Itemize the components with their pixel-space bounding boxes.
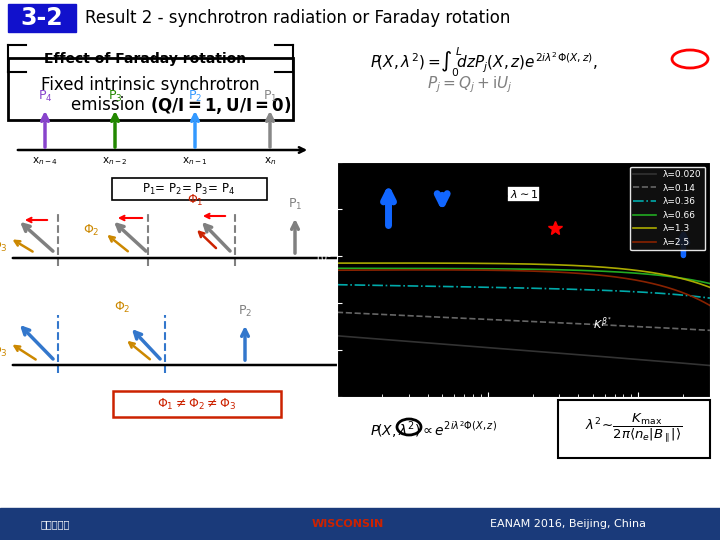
- λ=1.3: [706, 284, 714, 291]
- Text: Fixed intrinsic synchrotron: Fixed intrinsic synchrotron: [41, 76, 259, 94]
- λ=0.66: [706, 280, 714, 287]
- Line: λ=0.36: λ=0.36: [337, 285, 710, 298]
- Text: Result 2 - synchrotron radiation or Faraday rotation: Result 2 - synchrotron radiation or Fara…: [85, 9, 510, 27]
- λ=1.3: [698, 281, 706, 288]
- Text: $P_j = Q_j + \mathrm{i}U_j$: $P_j = Q_j + \mathrm{i}U_j$: [427, 75, 513, 95]
- Text: EANAM 2016, Beijing, China: EANAM 2016, Beijing, China: [490, 519, 646, 529]
- Text: P$_3$: P$_3$: [108, 89, 122, 104]
- λ=0.36: [510, 285, 518, 291]
- λ=2.5: [555, 269, 564, 275]
- λ=0.14: [333, 309, 341, 315]
- λ=0.66: [510, 266, 518, 272]
- λ=0.36: [706, 295, 714, 301]
- Legend: λ=0.020, λ=0.14, λ=0.36, λ=0.66, λ=1.3, λ=2.5: λ=0.020, λ=0.14, λ=0.36, λ=0.66, λ=1.3, …: [630, 166, 706, 251]
- λ=2.5: [706, 302, 714, 309]
- λ=0.14: [512, 318, 521, 324]
- Text: $\lambda^2\!\sim\!\dfrac{K_{\mathrm{max}}}{2\pi\langle n_e|B_\parallel|\rangle}$: $\lambda^2\!\sim\!\dfrac{K_{\mathrm{max}…: [585, 411, 683, 444]
- Text: x$_{n-1}$: x$_{n-1}$: [182, 155, 208, 167]
- λ=0.020: [512, 347, 521, 353]
- λ=2.5: [698, 298, 706, 304]
- Line: λ=0.66: λ=0.66: [337, 268, 710, 284]
- λ=0.14: [706, 327, 714, 334]
- λ=0.36: [333, 281, 341, 288]
- λ=0.36: [512, 285, 521, 291]
- Bar: [558, 400, 710, 458]
- λ=0.14: [639, 323, 647, 330]
- λ=0.14: [697, 327, 706, 333]
- λ=0.66: [512, 266, 521, 272]
- Bar: [113, 391, 281, 417]
- λ=2.5: [513, 267, 521, 274]
- Text: $P\!\left(X,\lambda^2\right)=\!\int_0^{\,L}\!\!dzP_j(X,z)e^{2i\lambda^2\Phi(X,z): $P\!\left(X,\lambda^2\right)=\!\int_0^{\…: [370, 45, 598, 79]
- Text: 3-2: 3-2: [21, 6, 63, 30]
- λ=0.020: [639, 356, 647, 363]
- λ=0.020: [697, 361, 706, 368]
- Line: λ=0.020: λ=0.020: [337, 336, 710, 366]
- λ=2.5: [510, 267, 519, 274]
- λ=0.36: [554, 286, 563, 292]
- X-axis label: K: K: [519, 418, 528, 431]
- Text: $\Phi_2$: $\Phi_2$: [114, 300, 130, 315]
- Text: WISCONSIN: WISCONSIN: [312, 519, 384, 529]
- Text: x$_{n-4}$: x$_{n-4}$: [32, 155, 58, 167]
- Bar: [8, 4, 76, 32]
- λ=2.5: [535, 268, 544, 274]
- λ=1.3: [510, 260, 519, 267]
- Text: $\bf{(Q/I=1, U/I=0)}$: $\bf{(Q/I=1, U/I=0)}$: [150, 94, 292, 116]
- Bar: [8, 58, 293, 120]
- λ=2.5: [333, 267, 341, 273]
- λ=0.020: [554, 350, 563, 356]
- λ=0.14: [534, 319, 543, 325]
- Text: P$_2$: P$_2$: [188, 89, 202, 104]
- Text: $\Phi_2$: $\Phi_2$: [84, 222, 100, 238]
- λ=0.66: [333, 265, 341, 272]
- Y-axis label: $E_{2D}$(K): $E_{2D}$(K): [292, 262, 305, 297]
- Text: P$_1$: P$_1$: [288, 197, 302, 212]
- Text: $\Phi_3$: $\Phi_3$: [0, 343, 8, 359]
- λ=2.5: [423, 267, 432, 273]
- λ=2.5: [639, 278, 648, 285]
- Text: $\Phi_1\neq\Phi_2\neq\Phi_3$: $\Phi_1\neq\Phi_2\neq\Phi_3$: [158, 396, 237, 411]
- λ=0.020: [534, 348, 543, 355]
- Text: 충남대학교: 충남대학교: [40, 519, 70, 529]
- λ=1.3: [639, 268, 648, 274]
- λ=0.66: [639, 271, 647, 277]
- λ=0.66: [534, 266, 543, 273]
- Line: λ=2.5: λ=2.5: [337, 270, 710, 306]
- Text: emission: emission: [71, 96, 150, 114]
- Text: x$_{n-2}$: x$_{n-2}$: [102, 155, 128, 167]
- Text: P$_1$= P$_2$= P$_3$= P$_4$: P$_1$= P$_2$= P$_3$= P$_4$: [143, 181, 235, 197]
- λ=1.3: [333, 260, 341, 266]
- Text: $\lambda{\sim}1$: $\lambda{\sim}1$: [510, 188, 539, 200]
- λ=0.14: [510, 318, 518, 324]
- Text: P$_1$: P$_1$: [263, 89, 277, 104]
- λ=0.020: [333, 333, 341, 339]
- λ=1.3: [535, 261, 544, 267]
- Text: $\Phi_1$: $\Phi_1$: [186, 193, 203, 208]
- λ=0.36: [639, 289, 647, 295]
- λ=0.14: [554, 320, 563, 326]
- Line: λ=0.14: λ=0.14: [337, 312, 710, 330]
- λ=0.020: [706, 362, 714, 369]
- Bar: [112, 178, 267, 200]
- Text: $\Phi_3$: $\Phi_3$: [0, 239, 8, 254]
- λ=1.3: [513, 261, 521, 267]
- Line: λ=1.3: λ=1.3: [337, 263, 710, 287]
- Text: x$_n$: x$_n$: [264, 155, 276, 167]
- λ=1.3: [390, 260, 399, 266]
- λ=0.36: [697, 294, 706, 300]
- Text: Effect of Faraday rotation: Effect of Faraday rotation: [44, 52, 246, 66]
- Text: $P\!\left(X,\lambda^2\right)\propto e^{2i\lambda^2\Phi(X,z)}$: $P\!\left(X,\lambda^2\right)\propto e^{2…: [370, 420, 497, 440]
- λ=0.020: [510, 346, 518, 353]
- Text: P$_2$: P$_2$: [238, 304, 252, 319]
- Bar: [0, 508, 720, 540]
- Text: P$_4$: P$_4$: [37, 89, 53, 104]
- Text: $K^{\beta^*}$: $K^{\beta^*}$: [593, 315, 612, 331]
- λ=1.3: [555, 262, 564, 268]
- λ=0.66: [554, 267, 563, 273]
- λ=0.66: [697, 278, 706, 285]
- λ=0.36: [534, 285, 543, 292]
